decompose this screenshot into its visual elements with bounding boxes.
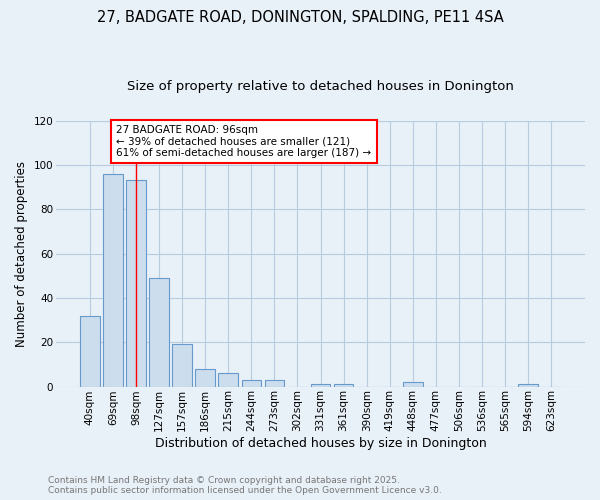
Bar [149, 278, 169, 386]
Bar [334, 384, 353, 386]
X-axis label: Distribution of detached houses by size in Donington: Distribution of detached houses by size … [155, 437, 487, 450]
Text: Contains HM Land Registry data © Crown copyright and database right 2025.
Contai: Contains HM Land Registry data © Crown c… [48, 476, 442, 495]
Bar [311, 384, 331, 386]
Bar [126, 180, 146, 386]
Bar [172, 344, 192, 387]
Y-axis label: Number of detached properties: Number of detached properties [15, 160, 28, 346]
Bar [403, 382, 422, 386]
Bar [80, 316, 100, 386]
Text: 27, BADGATE ROAD, DONINGTON, SPALDING, PE11 4SA: 27, BADGATE ROAD, DONINGTON, SPALDING, P… [97, 10, 503, 25]
Bar [518, 384, 538, 386]
Bar [265, 380, 284, 386]
Bar [103, 174, 123, 386]
Title: Size of property relative to detached houses in Donington: Size of property relative to detached ho… [127, 80, 514, 93]
Bar [218, 373, 238, 386]
Bar [242, 380, 261, 386]
Text: 27 BADGATE ROAD: 96sqm
← 39% of detached houses are smaller (121)
61% of semi-de: 27 BADGATE ROAD: 96sqm ← 39% of detached… [116, 125, 371, 158]
Bar [196, 369, 215, 386]
